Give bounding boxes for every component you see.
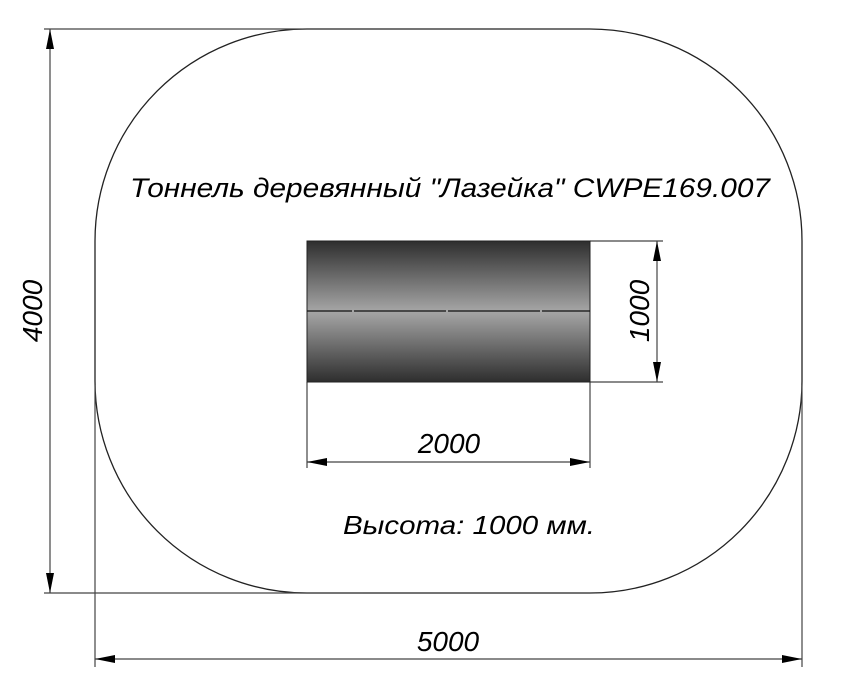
safety-zone-outline xyxy=(94,28,803,594)
extension-lines xyxy=(44,28,803,667)
dimension-label-depth: 4000 xyxy=(17,279,48,342)
dimension-label-tunnel-width: 1000 xyxy=(624,279,655,342)
dimension-label-width: 5000 xyxy=(417,626,480,657)
height-note: Высота: 1000 мм. xyxy=(343,510,595,540)
dimension-label-tunnel-length: 2000 xyxy=(417,428,481,459)
drawing-title: Тоннель деревянный "Лазейка" CWPE169.007 xyxy=(130,173,771,203)
